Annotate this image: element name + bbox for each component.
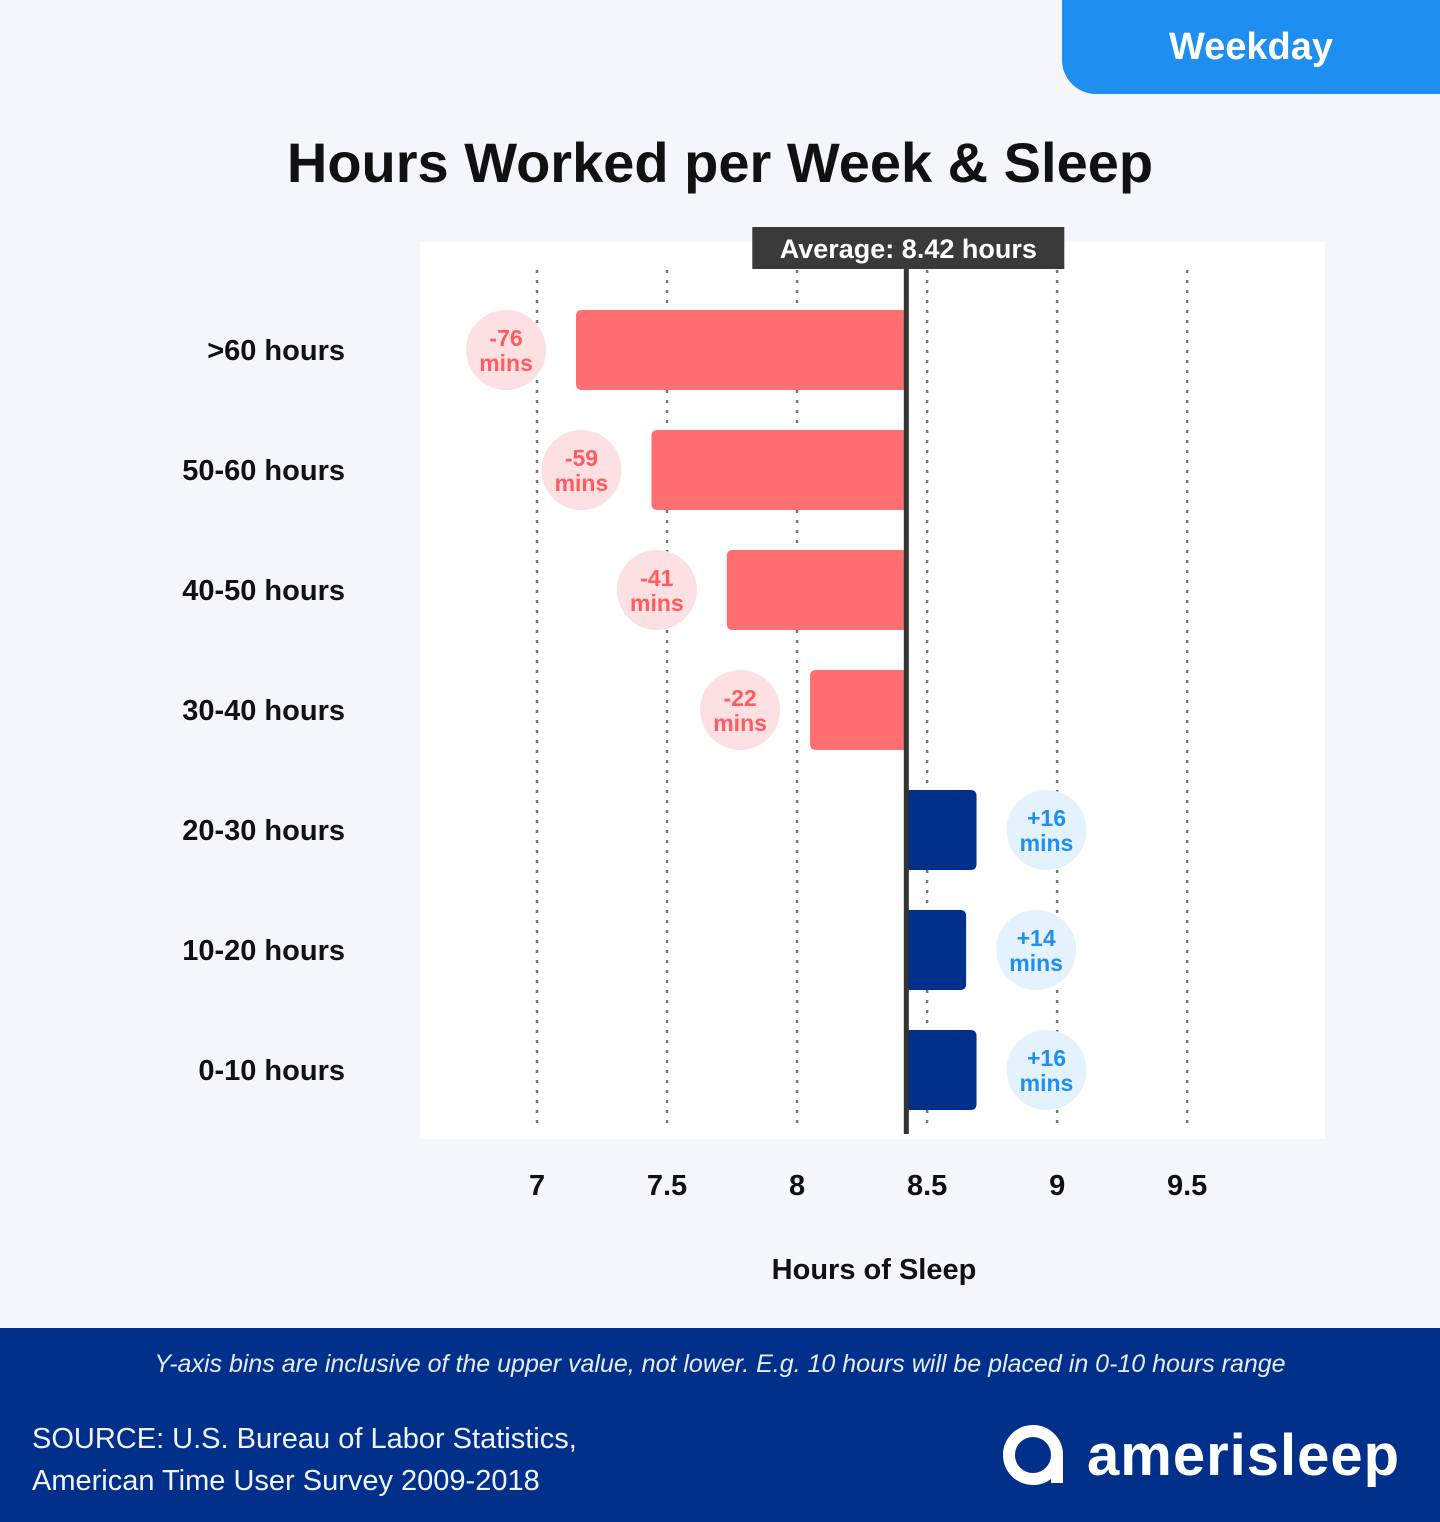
category-label: 0-10 hours <box>198 1055 345 1087</box>
difference-value: +16 <box>1027 1045 1066 1071</box>
bar <box>906 790 977 870</box>
brand-logo: amerisleep <box>1003 1420 1400 1490</box>
weekday-tab: Weekday <box>1062 0 1440 94</box>
difference-badge <box>996 910 1077 990</box>
difference-badge <box>1006 1030 1087 1110</box>
difference-unit: mins <box>630 590 684 616</box>
difference-badge <box>1006 790 1087 870</box>
bar <box>726 550 907 630</box>
x-tick-label: 9 <box>1049 1170 1065 1202</box>
difference-unit: mins <box>1020 830 1074 856</box>
difference-unit: mins <box>1020 1070 1074 1096</box>
bar <box>651 430 907 510</box>
x-axis-label: Hours of Sleep <box>772 1254 977 1286</box>
difference-badge <box>700 670 781 750</box>
difference-value: -22 <box>723 685 756 711</box>
category-label: >60 hours <box>207 335 345 367</box>
category-label: 40-50 hours <box>182 575 345 607</box>
category-label: 20-30 hours <box>182 815 345 847</box>
x-tick-label: 7 <box>529 1170 545 1202</box>
source-text: SOURCE: U.S. Bureau of Labor Statistics,… <box>32 1418 577 1502</box>
bar <box>906 910 967 990</box>
difference-badge <box>541 430 622 510</box>
amerisleep-logo-icon <box>1003 1425 1063 1485</box>
footnote: Y-axis bins are inclusive of the upper v… <box>154 1350 1286 1378</box>
category-label: 30-40 hours <box>182 695 345 727</box>
source-line-2: American Time User Survey 2009-2018 <box>32 1465 540 1497</box>
difference-badge <box>466 310 547 390</box>
average-label-box <box>752 227 1065 269</box>
average-label: Average: 8.42 hours <box>780 234 1037 264</box>
difference-value: -59 <box>565 445 598 471</box>
x-tick-label: 7.5 <box>647 1170 687 1202</box>
difference-unit: mins <box>1009 950 1063 976</box>
difference-unit: mins <box>713 710 767 736</box>
difference-value: +14 <box>1017 925 1056 951</box>
difference-unit: mins <box>555 470 609 496</box>
difference-value: -41 <box>640 565 673 591</box>
x-tick-label: 9.5 <box>1167 1170 1207 1202</box>
difference-value: -76 <box>489 325 522 351</box>
x-tick-label: 8 <box>789 1170 805 1202</box>
difference-unit: mins <box>479 350 533 376</box>
footer: Y-axis bins are inclusive of the upper v… <box>0 1328 1440 1522</box>
category-label: 10-20 hours <box>182 935 345 967</box>
x-tick-label: 8.5 <box>907 1170 947 1202</box>
category-label: 50-60 hours <box>182 455 345 487</box>
brand-name: amerisleep <box>1087 1422 1401 1488</box>
chart-title: Hours Worked per Week & Sleep <box>286 131 1154 194</box>
bar <box>906 1030 977 1110</box>
difference-badge <box>616 550 697 630</box>
difference-value: +16 <box>1027 805 1066 831</box>
source-line-1: SOURCE: U.S. Bureau of Labor Statistics, <box>32 1423 577 1455</box>
bar <box>576 310 907 390</box>
bar <box>810 670 907 750</box>
